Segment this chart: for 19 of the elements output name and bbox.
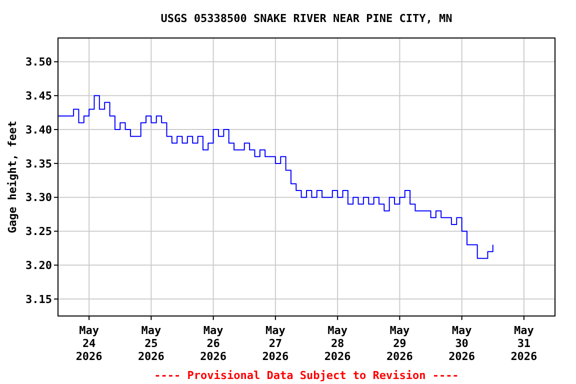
y-tick-label: 3.30 [26, 191, 52, 204]
y-axis-title: Gage height, feet [6, 120, 19, 234]
y-tick-label: 3.15 [26, 292, 52, 306]
x-tick-label: May 28 2026 [324, 324, 352, 363]
y-tick-label: 3.50 [26, 56, 52, 69]
x-tick-label: May 24 2026 [76, 324, 103, 363]
y-tick-label: 3.35 [26, 157, 52, 170]
y-tick-label: 3.40 [26, 123, 52, 136]
x-tick-label: May 26 2026 [200, 324, 227, 363]
y-tick-label: 3.25 [26, 225, 52, 238]
text: ---- Provisional Data Subject to Revision ---- [154, 369, 459, 382]
x-tick-label: May 27 2026 [262, 324, 290, 363]
chart-title: USGS 05338500 SNAKE RIVER NEAR PINE CITY, MN [160, 12, 452, 25]
x-tick-label: May 30 2026 [448, 324, 476, 363]
x-tick-label: May 25 2026 [138, 324, 165, 363]
x-tick-label: May 31 2026 [510, 324, 538, 363]
y-tick-label: 3.20 [26, 258, 52, 272]
x-tick-label: May 29 2026 [386, 324, 414, 363]
y-tick-label: 3.45 [26, 89, 52, 102]
